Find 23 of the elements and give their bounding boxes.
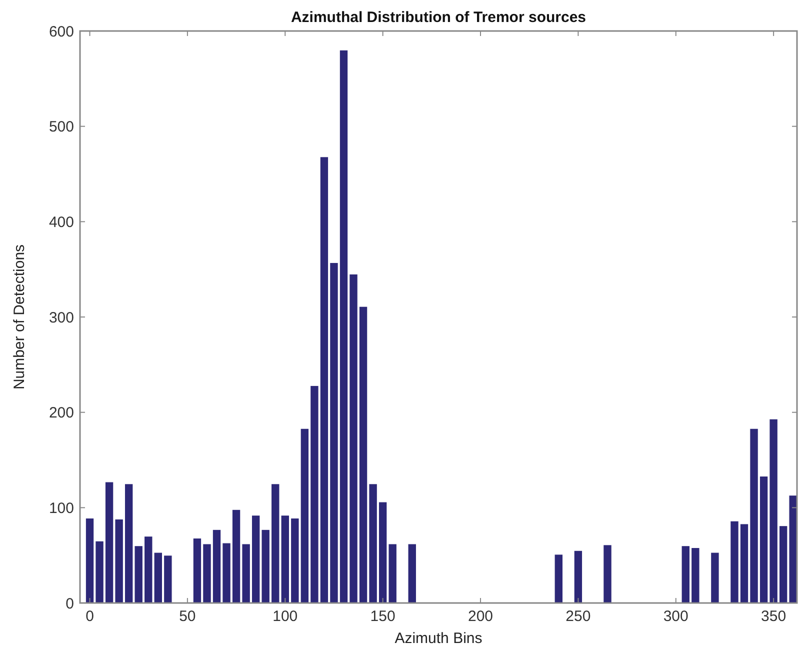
x-tick-label: 100 bbox=[272, 608, 298, 625]
y-tick-label: 400 bbox=[48, 214, 74, 231]
y-tick-label: 200 bbox=[48, 404, 74, 422]
y-tick-label: 100 bbox=[48, 500, 74, 517]
bar bbox=[603, 544, 612, 604]
x-tick-label: 200 bbox=[468, 608, 494, 625]
bar bbox=[408, 544, 417, 604]
x-tick-label: 250 bbox=[566, 608, 591, 625]
chart-title: Azimuthal Distribution of Tremor sources bbox=[290, 9, 586, 26]
x-tick-label: 300 bbox=[663, 608, 688, 625]
x-tick-label: 50 bbox=[179, 608, 196, 625]
bar bbox=[554, 554, 564, 604]
bar bbox=[574, 550, 583, 604]
x-axis-title: Azimuth Bins bbox=[394, 630, 482, 647]
y-tick-label: 0 bbox=[66, 595, 74, 612]
x-tick-label: 150 bbox=[370, 608, 396, 625]
bar bbox=[710, 552, 720, 604]
x-tick-label: 0 bbox=[86, 608, 94, 625]
y-tick-label: 600 bbox=[48, 23, 74, 40]
y-tick-label: 300 bbox=[48, 309, 74, 326]
x-tick-label: 350 bbox=[761, 608, 786, 625]
y-tick-label: 500 bbox=[48, 118, 74, 136]
y-axis-title: Number of Detections bbox=[11, 244, 28, 390]
